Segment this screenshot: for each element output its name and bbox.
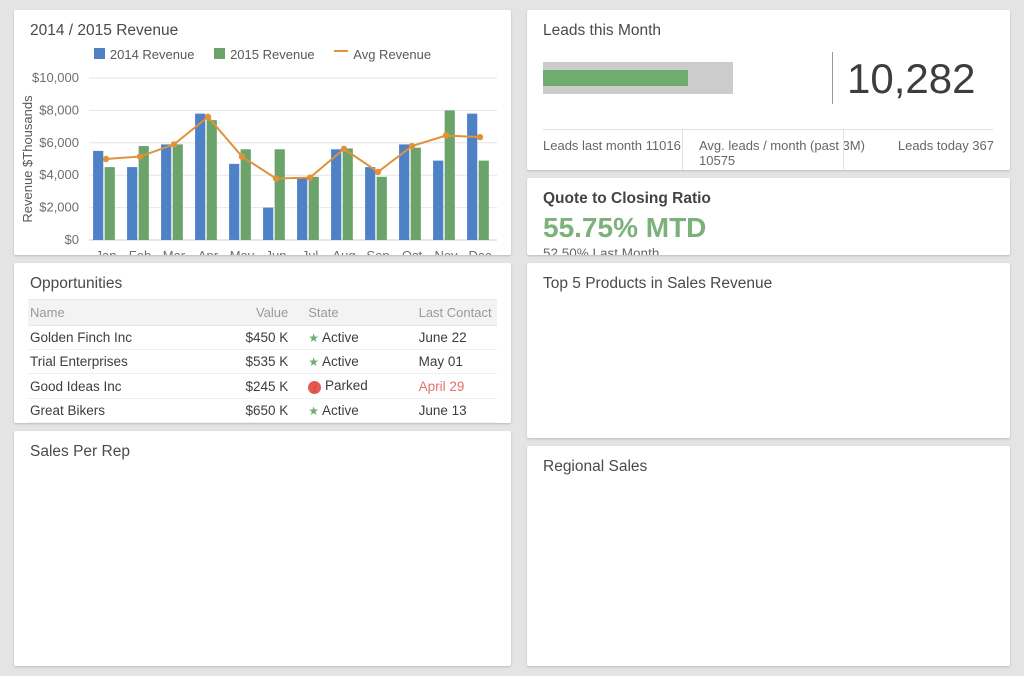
svg-text:Sep: Sep xyxy=(366,248,389,255)
svg-text:Dec: Dec xyxy=(468,248,492,255)
svg-text:$2,000: $2,000 xyxy=(39,200,79,215)
svg-text:Oct: Oct xyxy=(402,248,423,255)
svg-text:$10,000: $10,000 xyxy=(32,70,79,85)
svg-text:Revenue $Thousands: Revenue $Thousands xyxy=(20,95,35,223)
svg-text:$6,000: $6,000 xyxy=(39,135,79,150)
svg-text:May: May xyxy=(230,248,255,255)
svg-text:Mar: Mar xyxy=(163,248,186,255)
svg-text:Aug: Aug xyxy=(332,248,355,255)
svg-text:Nov: Nov xyxy=(434,248,458,255)
svg-text:Feb: Feb xyxy=(129,248,151,255)
svg-text:Jun: Jun xyxy=(266,248,287,255)
svg-text:Jul: Jul xyxy=(302,248,319,255)
svg-text:$8,000: $8,000 xyxy=(39,102,79,117)
svg-text:Apr: Apr xyxy=(198,248,219,255)
svg-text:$0: $0 xyxy=(65,232,79,247)
svg-text:$4,000: $4,000 xyxy=(39,167,79,182)
svg-text:Jan: Jan xyxy=(96,248,117,255)
